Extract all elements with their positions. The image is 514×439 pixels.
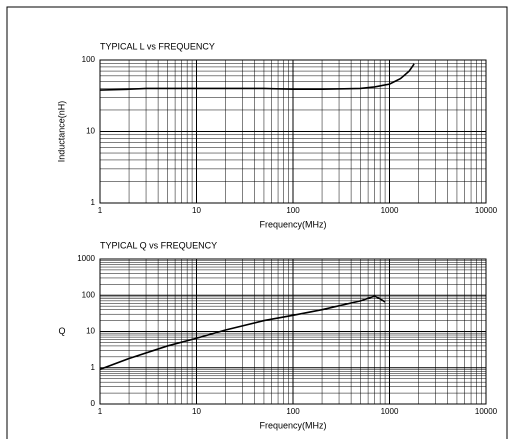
y-tick-label: 0 (91, 399, 96, 408)
x-tick-label: 10000 (475, 407, 498, 416)
x-tick-label: 1000 (381, 206, 399, 215)
x-tick-label: 10000 (475, 206, 498, 215)
y-tick-label: 1000 (77, 254, 95, 263)
x-axis-label: Frequency(MHz) (259, 420, 326, 430)
y-tick-label: 1 (91, 363, 96, 372)
x-tick-label: 100 (286, 206, 300, 215)
x-tick-label: 1 (98, 206, 103, 215)
x-tick-label: 1 (98, 407, 103, 416)
y-tick-label: 10 (86, 327, 95, 336)
y-tick-label: 100 (82, 55, 96, 64)
y-tick-label: 1 (91, 198, 96, 207)
data-line (99, 295, 386, 371)
plot-border (99, 59, 487, 204)
x-axis-label: Frequency(MHz) (259, 219, 326, 229)
x-tick-label: 10 (192, 206, 201, 215)
y-axis-label: Q (58, 326, 65, 336)
chart-title: TYPICAL L vs FREQUENCY (100, 41, 215, 51)
y-tick-label: 100 (82, 290, 96, 299)
y-tick-label: 10 (86, 127, 95, 136)
data-line (99, 63, 415, 91)
frame (6, 6, 508, 439)
x-tick-label: 10 (192, 407, 201, 416)
plot-border (99, 258, 487, 405)
chart-title: TYPICAL Q vs FREQUENCY (100, 240, 217, 250)
x-tick-label: 100 (286, 407, 300, 416)
y-axis-label: Inductance(nH) (56, 101, 66, 163)
x-tick-label: 1000 (381, 407, 399, 416)
